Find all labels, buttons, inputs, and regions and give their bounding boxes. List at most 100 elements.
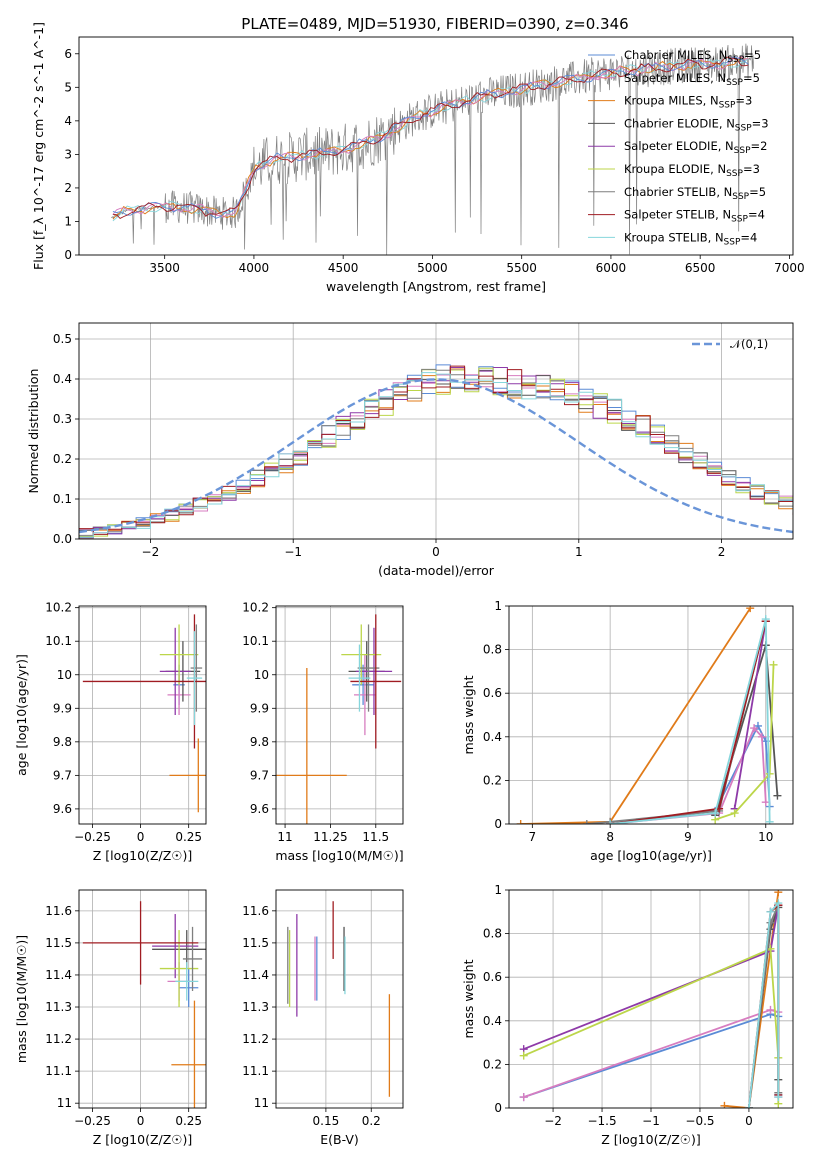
x-tick-label: 0: [137, 830, 145, 844]
errorbar-point: [169, 738, 206, 813]
y-tick-label: 9.7: [250, 768, 269, 782]
errorbar-point: [348, 644, 371, 712]
y-tick-label: 0.2: [483, 773, 502, 787]
x-axis-label: wavelength [Angstrom, rest frame]: [326, 279, 546, 294]
axes-frame: [78, 889, 207, 1109]
y-tick-label: 6: [64, 47, 72, 61]
panel-weight_vs_age: 7 8 9 10 0 0.2 0.4 0.6 0.8 1 age [log10(age/yr)] ma…: [461, 599, 794, 863]
spectrum-data-line: [110, 43, 755, 255]
errorbar-point: [341, 624, 382, 685]
weight-marker: [773, 791, 782, 800]
y-tick-label: 11.3: [45, 1000, 72, 1014]
x-tick-label: 10: [758, 830, 773, 844]
x-tick-label: 5500: [506, 261, 537, 275]
y-tick-label: 0: [494, 817, 502, 831]
y-tick-label: 0.0: [53, 532, 72, 546]
panel-age_vs_Z: −0.25 0 0.25 9.6 9.7 9.8 9.9 10 10.1 10.2 Z [log10…: [14, 601, 207, 863]
x-axis-label: (data-model)/error: [378, 563, 495, 578]
y-tick-label: 9.6: [250, 802, 269, 816]
errorbar-point: [159, 627, 191, 715]
y-tick-label: 9.7: [53, 768, 72, 782]
axes-frame: [508, 889, 794, 1109]
weight-marker: [750, 724, 759, 733]
x-tick-label: 7000: [774, 261, 805, 275]
y-tick-label: 10.1: [45, 634, 72, 648]
legend-entry: Salpeter ELODIE, NSSP=2: [624, 139, 767, 156]
errorbar-point: [159, 624, 199, 685]
weight-marker: [730, 809, 739, 818]
plot-area-residuals: [79, 364, 793, 539]
x-tick-label: 0: [745, 1114, 753, 1128]
axes-frame: [508, 605, 794, 825]
normal-curve: [79, 378, 793, 534]
y-tick-label: 9.8: [53, 735, 72, 749]
errorbar-point: [354, 654, 376, 736]
x-axis-label: mass [log10(M/M☉)]: [275, 848, 403, 863]
weight-line: [714, 664, 775, 821]
x-tick-label: 6500: [685, 261, 716, 275]
axes-frame: [78, 36, 794, 256]
y-tick-label: 5: [64, 80, 72, 94]
weight-marker: [582, 820, 591, 824]
y-tick-label: 0.6: [483, 686, 502, 700]
x-tick-label: −2: [544, 1114, 562, 1128]
y-tick-label: 9.9: [53, 701, 72, 715]
y-tick-label: 2: [64, 181, 72, 195]
histogram-7: [79, 365, 793, 535]
x-tick-label: 1: [575, 545, 583, 559]
y-tick-label: 11.5: [242, 936, 269, 950]
y-tick-label: 11.1: [242, 1064, 269, 1078]
errorbar-point: [190, 624, 203, 712]
spectrum-legend: Chabrier MILES, NSSP=5 Salpeter MILES, NS…: [588, 48, 769, 247]
errorbar-point: [179, 968, 199, 1008]
y-tick-label: 1: [494, 883, 502, 897]
x-tick-label: −1: [284, 545, 302, 559]
plot-area-weight_vs_age: [516, 606, 782, 824]
y-tick-label: 4: [64, 114, 72, 128]
x-tick-label: 0: [137, 1114, 145, 1128]
weight-line: [748, 900, 780, 1108]
x-tick-label: −2: [142, 545, 160, 559]
y-tick-label: 9.8: [250, 735, 269, 749]
x-tick-label: 9: [684, 830, 692, 844]
x-axis-label: Z [log10(Z/Z☉)]: [93, 1132, 193, 1147]
x-tick-label: 4500: [328, 261, 359, 275]
weight-marker: [757, 732, 766, 741]
panel-weight_vs_Z: −2 −1.5 −1 −0.5 0 0 0.2 0.4 0.6 0.8 1 Z [log10(Z/Z☉…: [461, 883, 794, 1147]
y-tick-label: 0: [494, 1101, 502, 1115]
y-tick-label: 11.4: [242, 968, 269, 982]
weight-line: [724, 892, 780, 1108]
y-tick-label: 11.1: [45, 1064, 72, 1078]
errorbar-point: [186, 631, 203, 726]
weight-marker: [765, 817, 774, 824]
y-tick-label: 1: [64, 214, 72, 228]
weight-marker: [761, 615, 770, 624]
legend-entry: Chabrier STELIB, NSSP=5: [624, 185, 766, 202]
plot-area-spectrum: [110, 43, 755, 255]
y-axis-label: age [log10(age/yr)]: [14, 654, 29, 776]
errorbar-point: [350, 614, 402, 749]
legend-entry: Kroupa STELIB, NSSP=4: [624, 230, 757, 247]
weight-marker: [720, 1101, 729, 1108]
y-tick-label: 0.6: [483, 970, 502, 984]
x-tick-label: 0: [432, 545, 440, 559]
plot-area-mass_vs_Z: [82, 901, 206, 1108]
legend-entry: Salpeter MILES, NSSP=5: [624, 71, 760, 88]
y-tick-label: 10.2: [242, 601, 269, 615]
x-tick-label: −0.25: [74, 1114, 111, 1128]
figure-title: PLATE=0489, MJD=51930, FIBERID=0390, z=0…: [241, 15, 628, 33]
y-tick-label: 9.6: [53, 802, 72, 816]
y-tick-label: 0.2: [53, 452, 72, 466]
panel-mass_vs_ebv: 0.15 0.2 11 11.1 11.2 11.3 11.4 11.5 11.6 E(B-V): [242, 889, 404, 1147]
legend-entry: Chabrier MILES, NSSP=5: [624, 48, 761, 65]
spectrum-model-line: [112, 56, 749, 218]
errorbar-point: [276, 668, 347, 824]
y-axis-label: Normed distribution: [26, 369, 41, 494]
weight-line: [520, 607, 751, 824]
x-tick-label: 8: [606, 830, 614, 844]
weight-marker: [744, 1104, 753, 1108]
x-tick-label: 11.25: [313, 830, 347, 844]
axes-frame: [275, 605, 404, 825]
y-tick-label: 10.2: [45, 601, 72, 615]
spectrum-model-line: [112, 56, 749, 219]
